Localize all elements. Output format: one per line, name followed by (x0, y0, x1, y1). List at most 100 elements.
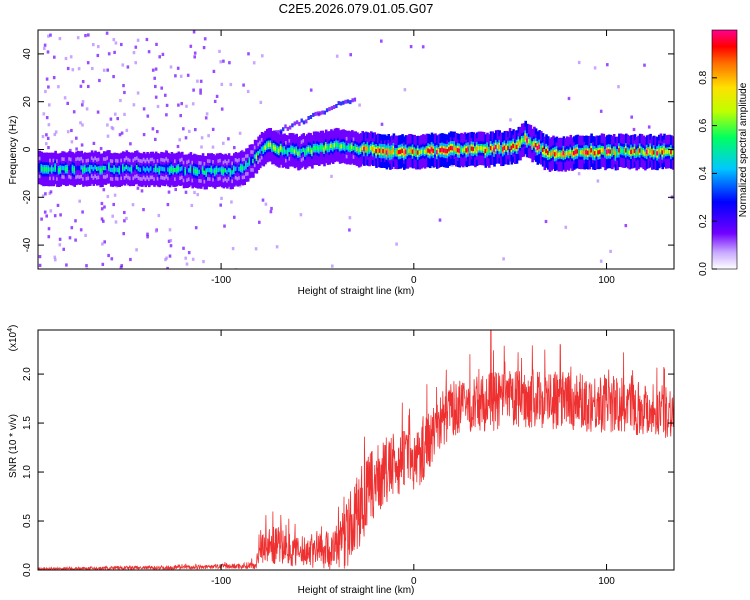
spectrogram-noise-cell (182, 246, 185, 250)
spectrogram-ridge-cell (179, 167, 182, 172)
spectrogram-ridge-cell (316, 146, 319, 151)
spectrogram-noise-cell (227, 137, 230, 141)
spectrogram-ridge-cell (272, 145, 276, 150)
spectrogram-ytick-label: 20 (22, 96, 33, 108)
spectrogram-noise-cell (112, 75, 115, 79)
colorbar-tick-label: 0.0 (698, 262, 709, 276)
spectrogram-ridge-cell (318, 147, 321, 152)
spectrogram-ridge-cell (645, 149, 649, 155)
spectrogram-ridge-cell (344, 144, 347, 149)
spectrogram-noise-cell (72, 110, 76, 114)
spectrogram-noise-cell (81, 80, 85, 84)
spectrogram-ridge-cell (208, 168, 212, 173)
spectrogram-ridge-cell (246, 162, 250, 167)
spectrogram-axes: -100 0 100 -40 -20 0 20 40 (22, 30, 674, 286)
spectrogram-ridge-cell (467, 147, 470, 152)
spectrogram-noise-cell (49, 190, 53, 194)
spectrogram-ridge-cell (189, 166, 193, 171)
spectrogram-noise-cell (106, 68, 109, 72)
spectrogram-ridge-cell (444, 148, 448, 154)
spectrogram-ridge-cell (239, 165, 243, 170)
spectrogram-noise-cell (47, 146, 50, 150)
spectrogram-branch-cell (288, 125, 292, 130)
spectrogram-ridge-cell (257, 151, 260, 156)
spectrogram-ridge-cell (399, 149, 403, 154)
spectrogram-ridge-cell (73, 168, 76, 173)
spectrogram-noise-cell (80, 143, 84, 147)
snr-xtick-label: 100 (598, 576, 615, 587)
spectrogram-noise-cell (146, 235, 149, 239)
spectrogram-noise-cell (135, 248, 138, 252)
spectrogram-ridge-cell (651, 150, 654, 156)
spectrogram-ridge-cell (583, 150, 586, 155)
spectrogram-ridge-cell (168, 168, 172, 173)
spectrogram-noise-cell (380, 39, 383, 43)
spectrogram-noise-cell (109, 117, 113, 121)
spectrogram-noise-cell (100, 201, 104, 206)
spectrogram-branch-cell (307, 116, 310, 120)
spectrogram-noise-cell (119, 98, 122, 103)
spectrogram-ridge-cell (337, 142, 340, 148)
spectrogram-ridge-cell (149, 166, 153, 171)
spectrogram-ridge-cell (519, 141, 522, 146)
spectrogram-noise-cell (174, 187, 177, 192)
spectrogram-noise-cell (219, 60, 222, 64)
spectrogram-noise-cell (134, 61, 137, 65)
spectrogram-noise-cell (154, 95, 158, 99)
spectrogram-noise-cell (47, 235, 51, 239)
spectrogram-ridge-cell (588, 150, 592, 155)
spectrogram-noise-cell (156, 130, 159, 134)
spectrogram-ridge-cell (666, 149, 670, 154)
spectrogram-ridge-cell (276, 147, 279, 153)
spectrogram-ridge-cell (89, 167, 92, 172)
spectrogram-noise-cell (617, 85, 620, 89)
spectrogram-ridge-cell (623, 149, 626, 154)
spectrogram-noise-cell (309, 88, 313, 92)
spectrogram-ridge-cell (423, 149, 427, 154)
spectrogram-ridge-cell (175, 167, 179, 172)
spectrogram-ridge-cell (647, 149, 651, 154)
spectrogram-noise-cell (123, 112, 126, 116)
snr-ylabel: SNR (10 * v/v) (8, 414, 19, 478)
spectrogram-noise-cell (132, 51, 136, 55)
spectrogram-noise-cell (47, 34, 50, 38)
spectrogram-ridge-cell (99, 168, 102, 173)
spectrogram-noise-cell (190, 203, 194, 208)
spectrogram-noise-cell (647, 125, 651, 129)
spectrogram-ridge-cell (491, 146, 495, 151)
spectrogram-noise-cell (403, 88, 407, 92)
spectrogram-ridge-cell (43, 167, 47, 172)
spectrogram-ridge-cell (243, 166, 246, 171)
spectrogram-ridge-cell (165, 165, 168, 170)
colorbar-tick-label: 0.6 (698, 118, 709, 132)
spectrogram-noise-cell (122, 232, 125, 236)
spectrogram-ridge-cell (529, 139, 533, 144)
spectrogram-noise-cell (112, 38, 116, 42)
spectrogram-ridge-cell (253, 154, 257, 159)
spectrogram-branch-cell (319, 111, 322, 116)
spectrogram-ridge-cell (97, 166, 101, 171)
spectrogram-noise-cell (101, 262, 105, 266)
spectrogram-noise-cell (40, 217, 43, 221)
spectrogram-noise-cell (187, 251, 191, 255)
spectrogram-ridge-cell (616, 151, 619, 156)
spectrogram-ridge-cell (442, 148, 446, 153)
spectrogram-noise-cell (231, 247, 235, 251)
spectrogram-ridge-cell (347, 145, 351, 150)
spectrogram-noise-cell (161, 52, 165, 56)
spectrogram-ridge-cell (187, 168, 191, 173)
spectrogram-ridge-cell (389, 150, 392, 156)
spectrogram-ridge-cell (571, 152, 574, 157)
spectrogram-branch-cell (325, 108, 329, 113)
spectrogram-branch-cell (291, 123, 294, 128)
spectrogram-noise-cell (76, 36, 80, 40)
spectrogram-ridge-cell (154, 166, 158, 171)
spectrogram-ridge-cell (536, 145, 540, 151)
spectrogram-xtick-label: 100 (598, 275, 615, 286)
spectrogram-ridge-cell (227, 167, 231, 173)
spectrogram-ridge-cell (210, 167, 214, 172)
spectrogram-ridge-cell (338, 144, 342, 150)
spectrogram-noise-cell (184, 256, 187, 260)
spectrogram-noise-cell (193, 51, 197, 55)
spectrogram-ridge-cell (71, 166, 75, 172)
